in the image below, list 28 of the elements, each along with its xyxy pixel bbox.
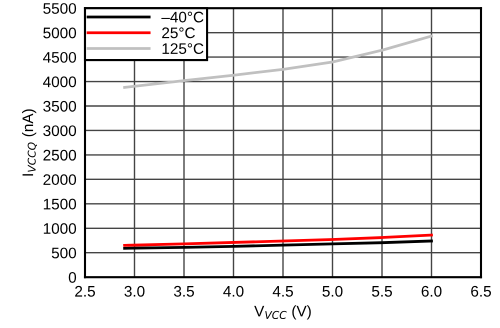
y-tick-label: 1500: [44, 198, 76, 210]
x-tick-label: 3.0: [124, 286, 145, 297]
x-tick-label: 6.0: [422, 286, 442, 297]
x-tick-label: 3.5: [174, 286, 194, 297]
x-tick-label: 5.0: [322, 286, 343, 297]
line-series: [123, 234, 433, 247]
x-tick-label: 5.5: [372, 286, 392, 297]
x-tick-label: 4.0: [223, 286, 244, 297]
y-tick-label: 4000: [43, 76, 76, 88]
y-tick-label: 2500: [43, 150, 76, 161]
y-tick-label: 4500: [43, 52, 76, 63]
y-tick-label: 5500: [43, 3, 76, 14]
x-tick-label: 6.5: [471, 286, 491, 297]
y-tick-label: 3500: [43, 100, 76, 112]
y-tick-label: 5000: [43, 28, 76, 38]
y-tick-label: 3000: [43, 125, 76, 136]
x-tick-label: 2.5: [75, 286, 95, 297]
x-tick-label: 4.5: [272, 286, 293, 297]
legend-label: –40°C: [161, 12, 204, 22]
y-tick-label: 2000: [43, 174, 76, 186]
legend-label: 125°C: [162, 43, 204, 54]
legend-label: 25°C: [162, 27, 195, 38]
y-tick-label: 1000: [44, 223, 76, 234]
y-axis-title: I$_{VCCQ}$ (nA): [22, 109, 37, 176]
x-axis-title: V$_{VCC}$ (V): [254, 305, 311, 320]
y-tick-label: 500: [52, 248, 76, 258]
y-tick-label: 0: [68, 272, 76, 283]
line-series: [123, 240, 433, 250]
